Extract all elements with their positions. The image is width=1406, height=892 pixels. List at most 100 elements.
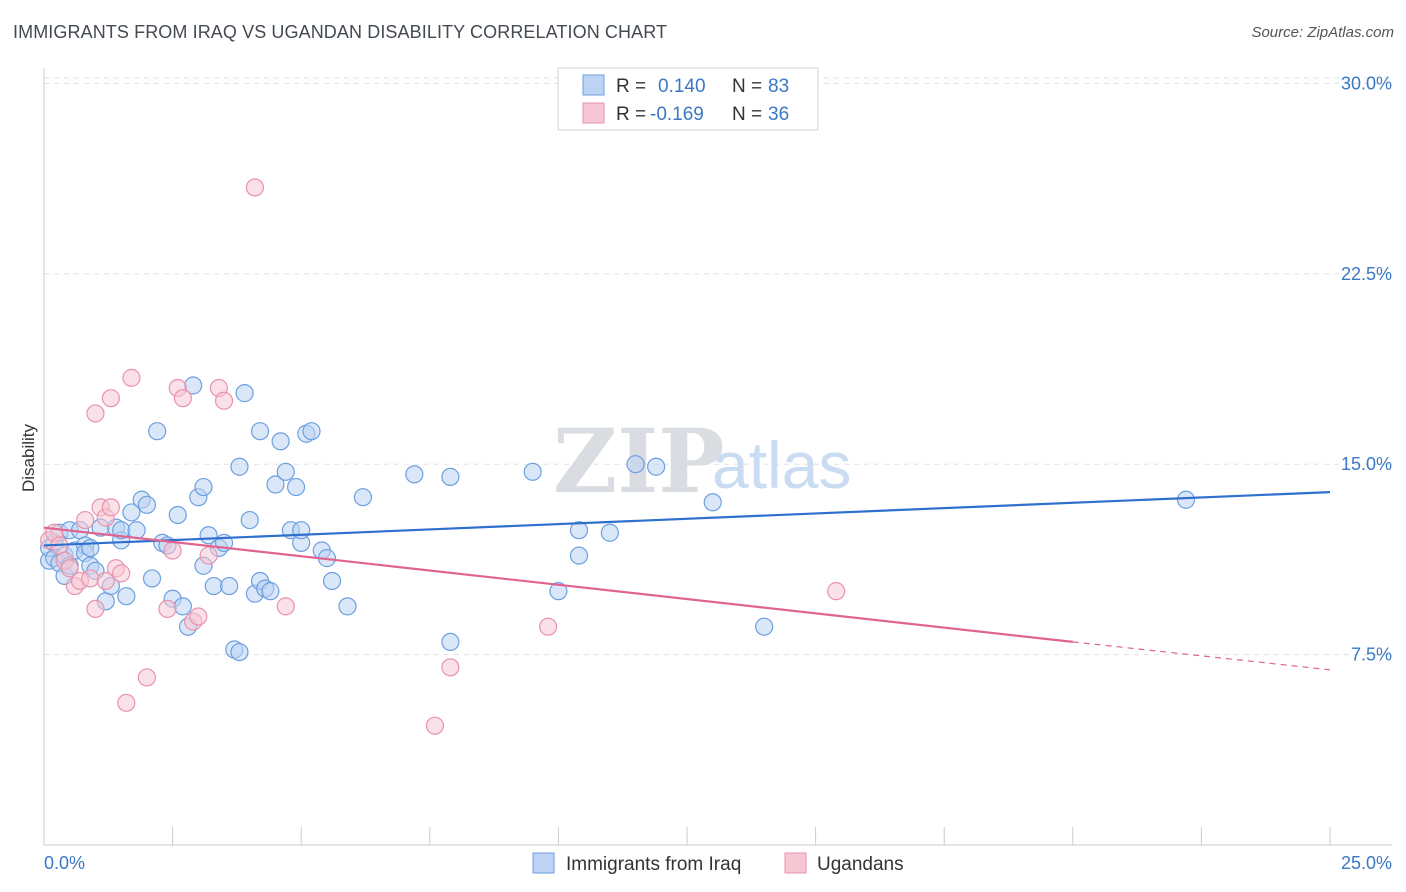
- legend-label-ugandans: Ugandans: [817, 854, 904, 875]
- y-tick-label: 30.0%: [1341, 73, 1392, 93]
- x-tick-label-min: 0.0%: [44, 853, 85, 873]
- ugandans-data-point: [76, 510, 95, 530]
- series-legend: Immigrants from Iraq Ugandans: [532, 852, 904, 875]
- iraq-data-point: [240, 510, 259, 530]
- watermark-atlas: atlas: [712, 428, 851, 502]
- iraq-data-point: [266, 475, 285, 494]
- watermark: ZIP atlas: [553, 409, 851, 513]
- chart-source: Source: ZipAtlas.com: [1251, 24, 1394, 41]
- iraq-data-point: [626, 455, 645, 474]
- grid-lines: [44, 77, 1392, 656]
- x-tick-label-max: 25.0%: [1341, 853, 1392, 873]
- iraq-data-point: [600, 523, 619, 542]
- ugandans-data-point: [441, 658, 460, 677]
- axes: [43, 68, 1392, 846]
- iraq-data-point: [1176, 490, 1196, 509]
- iraq-data-point: [338, 597, 357, 616]
- iraq-data-point: [549, 582, 568, 601]
- stats-iraq-n-value: 83: [768, 76, 789, 97]
- ugandans-trend-line-extension: [1072, 641, 1331, 671]
- ugandans-data-point: [539, 617, 558, 636]
- iraq-data-point: [235, 384, 254, 403]
- iraq-data-point: [230, 642, 249, 662]
- stats-iraq-r-value: 0.140: [658, 76, 706, 97]
- legend-swatch-iraq: [532, 852, 555, 874]
- iraq-data-point: [292, 521, 311, 540]
- ugandans-data-point: [245, 178, 265, 197]
- iraq-data-point: [194, 477, 213, 497]
- iraq-data-point: [441, 467, 460, 486]
- iraq-data-point: [703, 493, 722, 512]
- legend-label-iraq: Immigrants from Iraq: [566, 854, 741, 875]
- iraq-data-point: [322, 571, 342, 591]
- ugandans-data-point: [425, 716, 445, 735]
- iraq-data-point: [755, 617, 774, 636]
- y-tick-label: 22.5%: [1341, 264, 1392, 284]
- stats-iraq-r-label: R =: [616, 76, 646, 97]
- iraq-data-point: [261, 582, 280, 601]
- legend-swatch-ugandans: [784, 852, 807, 874]
- stats-legend: R = 0.140 N = 83 R = -0.169 N = 36: [557, 67, 819, 131]
- ugandans-data-point: [173, 389, 192, 408]
- iraq-data-point: [220, 576, 239, 596]
- y-tick-labels: 7.5% 15.0% 22.5% 30.0%: [1341, 73, 1392, 664]
- iraq-data-point: [148, 422, 167, 441]
- ugandans-data-point: [199, 546, 218, 565]
- iraq-data-point: [230, 457, 249, 476]
- iraq-data-point: [647, 457, 666, 476]
- trend-lines: [43, 491, 1331, 671]
- ugandans-data-point: [189, 607, 208, 626]
- chart-title: IMMIGRANTS FROM IRAQ VS UGANDAN DISABILI…: [13, 22, 668, 42]
- y-tick-label: 15.0%: [1341, 454, 1392, 474]
- iraq-data-point: [142, 569, 162, 588]
- iraq-data-point: [250, 422, 270, 441]
- iraq-data-point: [137, 495, 156, 514]
- iraq-data-point: [81, 538, 100, 558]
- ugandans-data-point: [827, 582, 846, 601]
- ugandans-data-point: [122, 368, 141, 387]
- ugandans-data-point: [96, 571, 115, 591]
- stats-ugandans-r-value: -0.169: [650, 104, 704, 125]
- iraq-data-point: [117, 587, 136, 606]
- y-axis-label: Disability: [19, 423, 38, 492]
- ugandans-data-point: [60, 559, 79, 578]
- iraq-data-point: [168, 505, 187, 525]
- iraq-data-point: [173, 597, 192, 616]
- iraq-data-point: [569, 546, 589, 565]
- iraq-data-point: [122, 503, 141, 522]
- stats-ugandans-r-label: R =: [616, 104, 646, 125]
- ugandans-data-point: [81, 569, 100, 588]
- ugandans-data-point: [101, 389, 120, 408]
- iraq-data-point: [405, 465, 424, 484]
- iraq-data-point: [204, 576, 223, 596]
- stats-swatch-iraq: [582, 74, 605, 96]
- iraq-data-point: [523, 462, 542, 481]
- ugandans-trend-line: [43, 526, 1073, 643]
- iraq-data-point: [286, 477, 306, 497]
- stats-ugandans-n-label: N =: [732, 104, 762, 125]
- ugandans-data-point: [214, 391, 234, 410]
- stats-iraq-n-label: N =: [732, 76, 762, 97]
- iraq-trend-line: [43, 491, 1331, 547]
- ugandans-data-point: [117, 693, 136, 712]
- ugandans-data-point: [158, 599, 177, 619]
- iraq-data-point: [276, 462, 295, 481]
- x-tick-labels: 0.0% 25.0%: [44, 853, 1392, 873]
- iraq-data-point: [569, 521, 589, 540]
- ugandans-data-point: [276, 597, 295, 616]
- stats-swatch-ugandans: [582, 102, 605, 124]
- ugandans-data-point: [112, 564, 131, 583]
- ugandans-data-point: [137, 668, 156, 687]
- ugandans-data-point: [86, 404, 105, 423]
- iraq-data-point: [271, 432, 290, 451]
- ugandans-data-point: [86, 599, 105, 619]
- y-tick-label: 7.5%: [1351, 645, 1392, 665]
- iraq-data-point: [441, 632, 460, 652]
- ugandans-data-point: [163, 541, 182, 560]
- stats-ugandans-n-value: 36: [768, 104, 789, 125]
- ugandans-data-point: [101, 498, 120, 517]
- iraq-data-point: [302, 422, 321, 441]
- iraq-data-point: [127, 521, 146, 540]
- iraq-data-point: [353, 488, 373, 507]
